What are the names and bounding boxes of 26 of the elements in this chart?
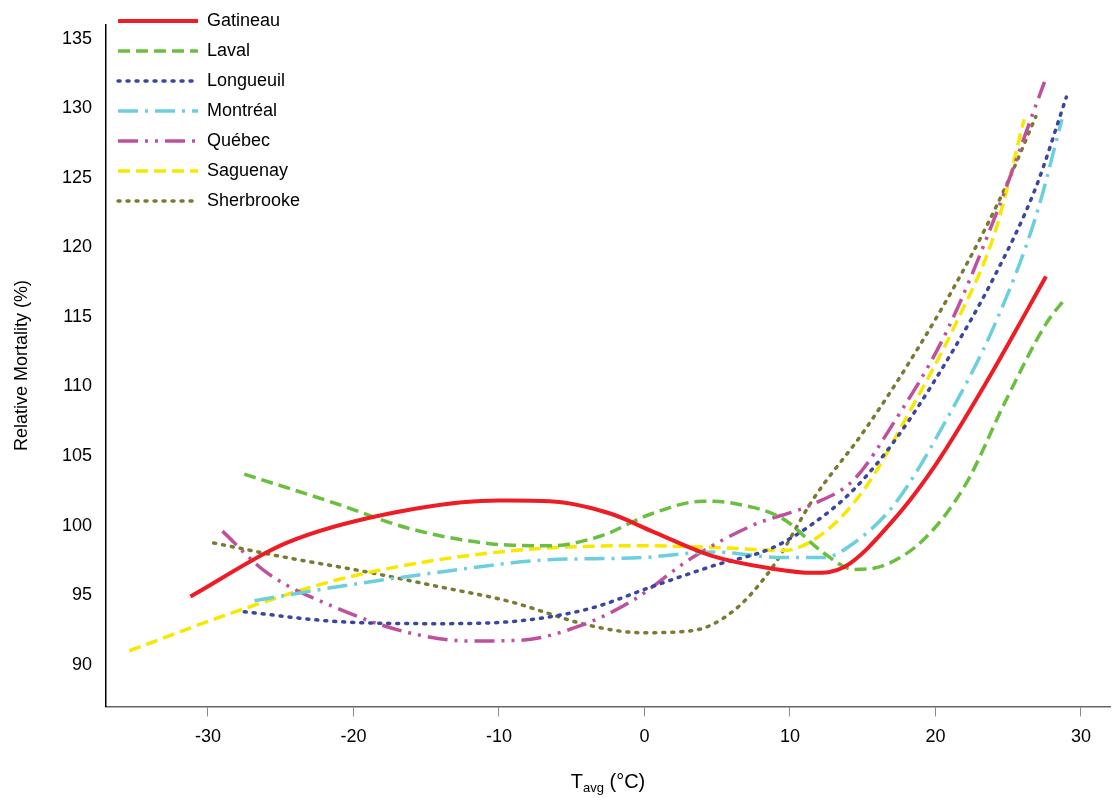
x-tick-label: 10	[779, 726, 800, 747]
y-tick-label: 95	[72, 584, 93, 605]
y-tick-label: 115	[63, 305, 93, 326]
y-tick-label: 110	[63, 375, 93, 396]
x-tick-label: -20	[340, 726, 367, 747]
legend-label: Sherbrooke	[207, 189, 301, 210]
x-tick-label: -10	[485, 726, 512, 747]
y-tick-label: 100	[61, 514, 93, 535]
y-tick-label: 105	[61, 444, 93, 465]
y-tick-label: 135	[61, 27, 93, 48]
legend-label: Saguenay	[207, 159, 289, 180]
legend-label: Longueuil	[207, 69, 286, 90]
y-tick-label: 120	[61, 236, 93, 257]
y-tick-label: 90	[72, 653, 93, 674]
line-series	[188, 274, 1048, 599]
legend-label: Laval	[207, 39, 251, 60]
legend-label: Montréal	[207, 99, 278, 120]
legend-label: Québec	[207, 129, 271, 150]
legend-label: Gatineau	[207, 9, 281, 30]
y-tick-label: 125	[61, 166, 93, 187]
y-tick-label: 130	[61, 97, 93, 118]
x-tick-label: 0	[639, 726, 650, 747]
x-tick-label: -30	[194, 726, 221, 747]
x-tick-label: 30	[1070, 726, 1091, 747]
y-axis-title: Relative Mortality (%)	[10, 280, 31, 452]
x-tick-label: 20	[925, 726, 946, 747]
